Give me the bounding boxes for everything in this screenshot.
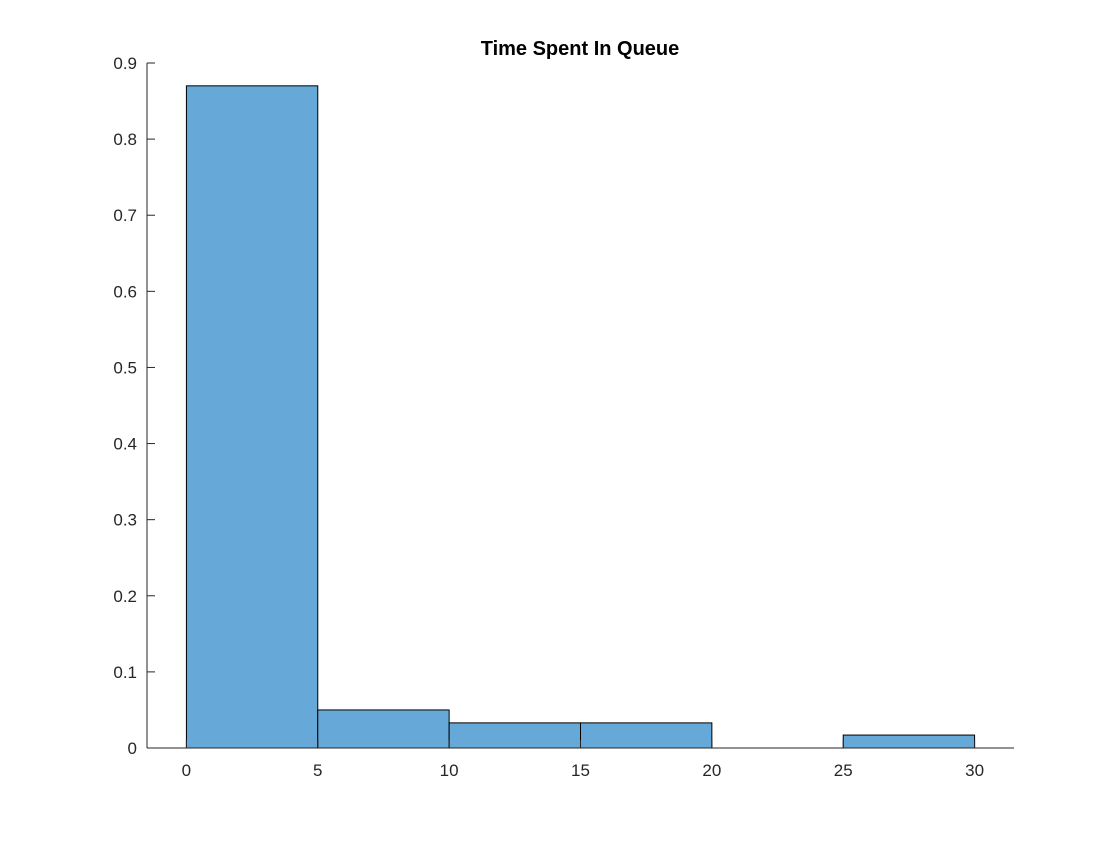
axes-group: 0 5 10 15 20 25 30 0 0.1 0.2 0.3 0.4 0.5 0.6 0.7 0.8 0.9 bbox=[113, 54, 1014, 780]
y-tick-label: 0.7 bbox=[113, 206, 137, 225]
x-tick-label: 10 bbox=[440, 761, 459, 780]
y-tick-label: 0.9 bbox=[113, 54, 137, 73]
y-tick-label: 0.8 bbox=[113, 130, 137, 149]
y-tick-label: 0.5 bbox=[113, 358, 137, 377]
x-tick-label: 20 bbox=[702, 761, 721, 780]
x-tick-label: 30 bbox=[965, 761, 984, 780]
y-tick-label: 0.1 bbox=[113, 663, 137, 682]
x-tick-label: 25 bbox=[834, 761, 853, 780]
y-tick-label: 0.3 bbox=[113, 511, 137, 530]
x-tick-label: 0 bbox=[182, 761, 191, 780]
histogram-bar bbox=[842, 734, 976, 749]
x-tick-label: 5 bbox=[313, 761, 322, 780]
y-tick-label: 0.4 bbox=[113, 435, 137, 454]
x-tick-label: 15 bbox=[571, 761, 590, 780]
histogram-bar bbox=[317, 709, 450, 749]
bars-group bbox=[185, 85, 976, 749]
y-tick-label: 0.6 bbox=[113, 282, 137, 301]
y-tick-label: 0.2 bbox=[113, 587, 137, 606]
histogram-bar bbox=[185, 85, 319, 749]
histogram-bar bbox=[580, 722, 713, 749]
histogram-bar bbox=[448, 722, 581, 749]
chart-title: Time Spent In Queue bbox=[481, 38, 680, 60]
y-tick-label: 0 bbox=[128, 739, 137, 758]
